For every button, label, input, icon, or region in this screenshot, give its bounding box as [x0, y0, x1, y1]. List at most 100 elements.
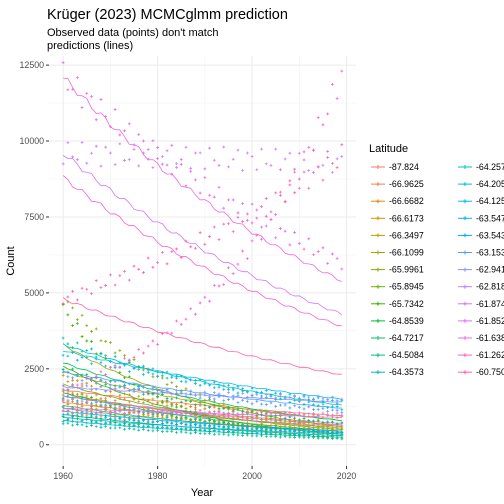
observed-point [198, 301, 202, 305]
observed-point [236, 433, 240, 437]
observed-point [274, 404, 278, 408]
observed-point [231, 157, 235, 161]
observed-point [156, 146, 160, 149]
observed-point [165, 376, 169, 380]
observed-point [137, 347, 141, 351]
observed-point [274, 428, 278, 431]
observed-point [288, 432, 292, 435]
observed-point [255, 168, 259, 172]
observed-point [142, 364, 145, 368]
observed-point [198, 231, 202, 235]
prediction-line [63, 407, 342, 419]
observed-point [222, 388, 226, 391]
observed-point [316, 404, 320, 408]
observed-point [118, 397, 122, 401]
observed-point [245, 400, 249, 403]
observed-point [156, 342, 160, 346]
observed-point [340, 413, 344, 417]
observed-point [75, 386, 79, 390]
legend-key-plus [376, 284, 380, 289]
observed-point [288, 151, 292, 155]
legend-label: -61.2625 [476, 350, 504, 360]
observed-point [297, 397, 301, 401]
observed-point [75, 392, 79, 396]
observed-point [142, 139, 145, 143]
observed-point [316, 433, 320, 437]
observed-point [340, 421, 344, 425]
observed-point [99, 403, 103, 407]
observed-point [194, 178, 197, 182]
observed-point [118, 409, 122, 413]
observed-point [312, 253, 315, 257]
observed-point [217, 284, 221, 288]
observed-point [146, 424, 150, 428]
observed-point [184, 239, 188, 243]
observed-point [160, 422, 164, 426]
legend-key-plus [463, 353, 467, 358]
observed-point [208, 299, 211, 303]
observed-point [274, 391, 278, 395]
observed-point [245, 395, 249, 399]
observed-point [132, 423, 136, 427]
observed-point [170, 331, 174, 335]
observed-point [132, 147, 136, 151]
x-tick-label: 2000 [242, 471, 262, 481]
observed-point [118, 417, 122, 421]
observed-point [179, 430, 183, 434]
observed-point [279, 393, 282, 397]
observed-point [307, 395, 311, 399]
observed-point [340, 431, 344, 435]
observed-point [123, 411, 126, 415]
observed-point [170, 381, 174, 385]
observed-point [279, 435, 282, 439]
observed-point [241, 434, 245, 437]
observed-point [227, 406, 230, 410]
observed-point [212, 380, 216, 384]
observed-point [109, 341, 112, 344]
prediction-line [62, 175, 342, 327]
observed-point [283, 432, 287, 436]
observed-point [274, 420, 278, 424]
observed-point [212, 429, 216, 432]
observed-point [264, 197, 268, 200]
observed-point [80, 388, 84, 392]
observed-point [160, 389, 164, 392]
observed-point [61, 370, 65, 374]
observed-point [113, 406, 117, 409]
observed-point [326, 423, 330, 427]
observed-point [264, 396, 268, 399]
observed-point [203, 415, 207, 419]
legend-key-plus [376, 353, 380, 358]
observed-point [94, 279, 98, 282]
observed-point [104, 339, 108, 343]
plot-panel [49, 56, 356, 466]
observed-point [288, 429, 292, 432]
observed-point [269, 414, 273, 418]
observed-point [104, 373, 108, 376]
legend-label: -64.205 [476, 179, 504, 189]
observed-point [231, 230, 235, 234]
legend-key-plus [463, 250, 467, 255]
observed-point [109, 426, 112, 430]
observed-point [255, 411, 259, 415]
observed-point [189, 245, 193, 249]
observed-point [71, 289, 75, 293]
observed-point [326, 398, 330, 402]
prediction-line [63, 351, 342, 400]
observed-point [241, 202, 245, 206]
observed-point [165, 397, 169, 400]
observed-point [269, 401, 273, 405]
observed-point [198, 408, 202, 412]
observed-point [94, 327, 98, 331]
observed-point [335, 97, 339, 100]
observed-point [203, 407, 207, 411]
observed-point [227, 391, 230, 395]
observed-point [71, 87, 75, 91]
observed-point [99, 414, 103, 418]
observed-point [170, 143, 174, 147]
observed-point [189, 392, 193, 396]
observed-point [274, 435, 278, 438]
observed-point [321, 433, 325, 437]
legend-label: -64.7217 [389, 333, 424, 343]
legend-key-plus [463, 336, 467, 340]
